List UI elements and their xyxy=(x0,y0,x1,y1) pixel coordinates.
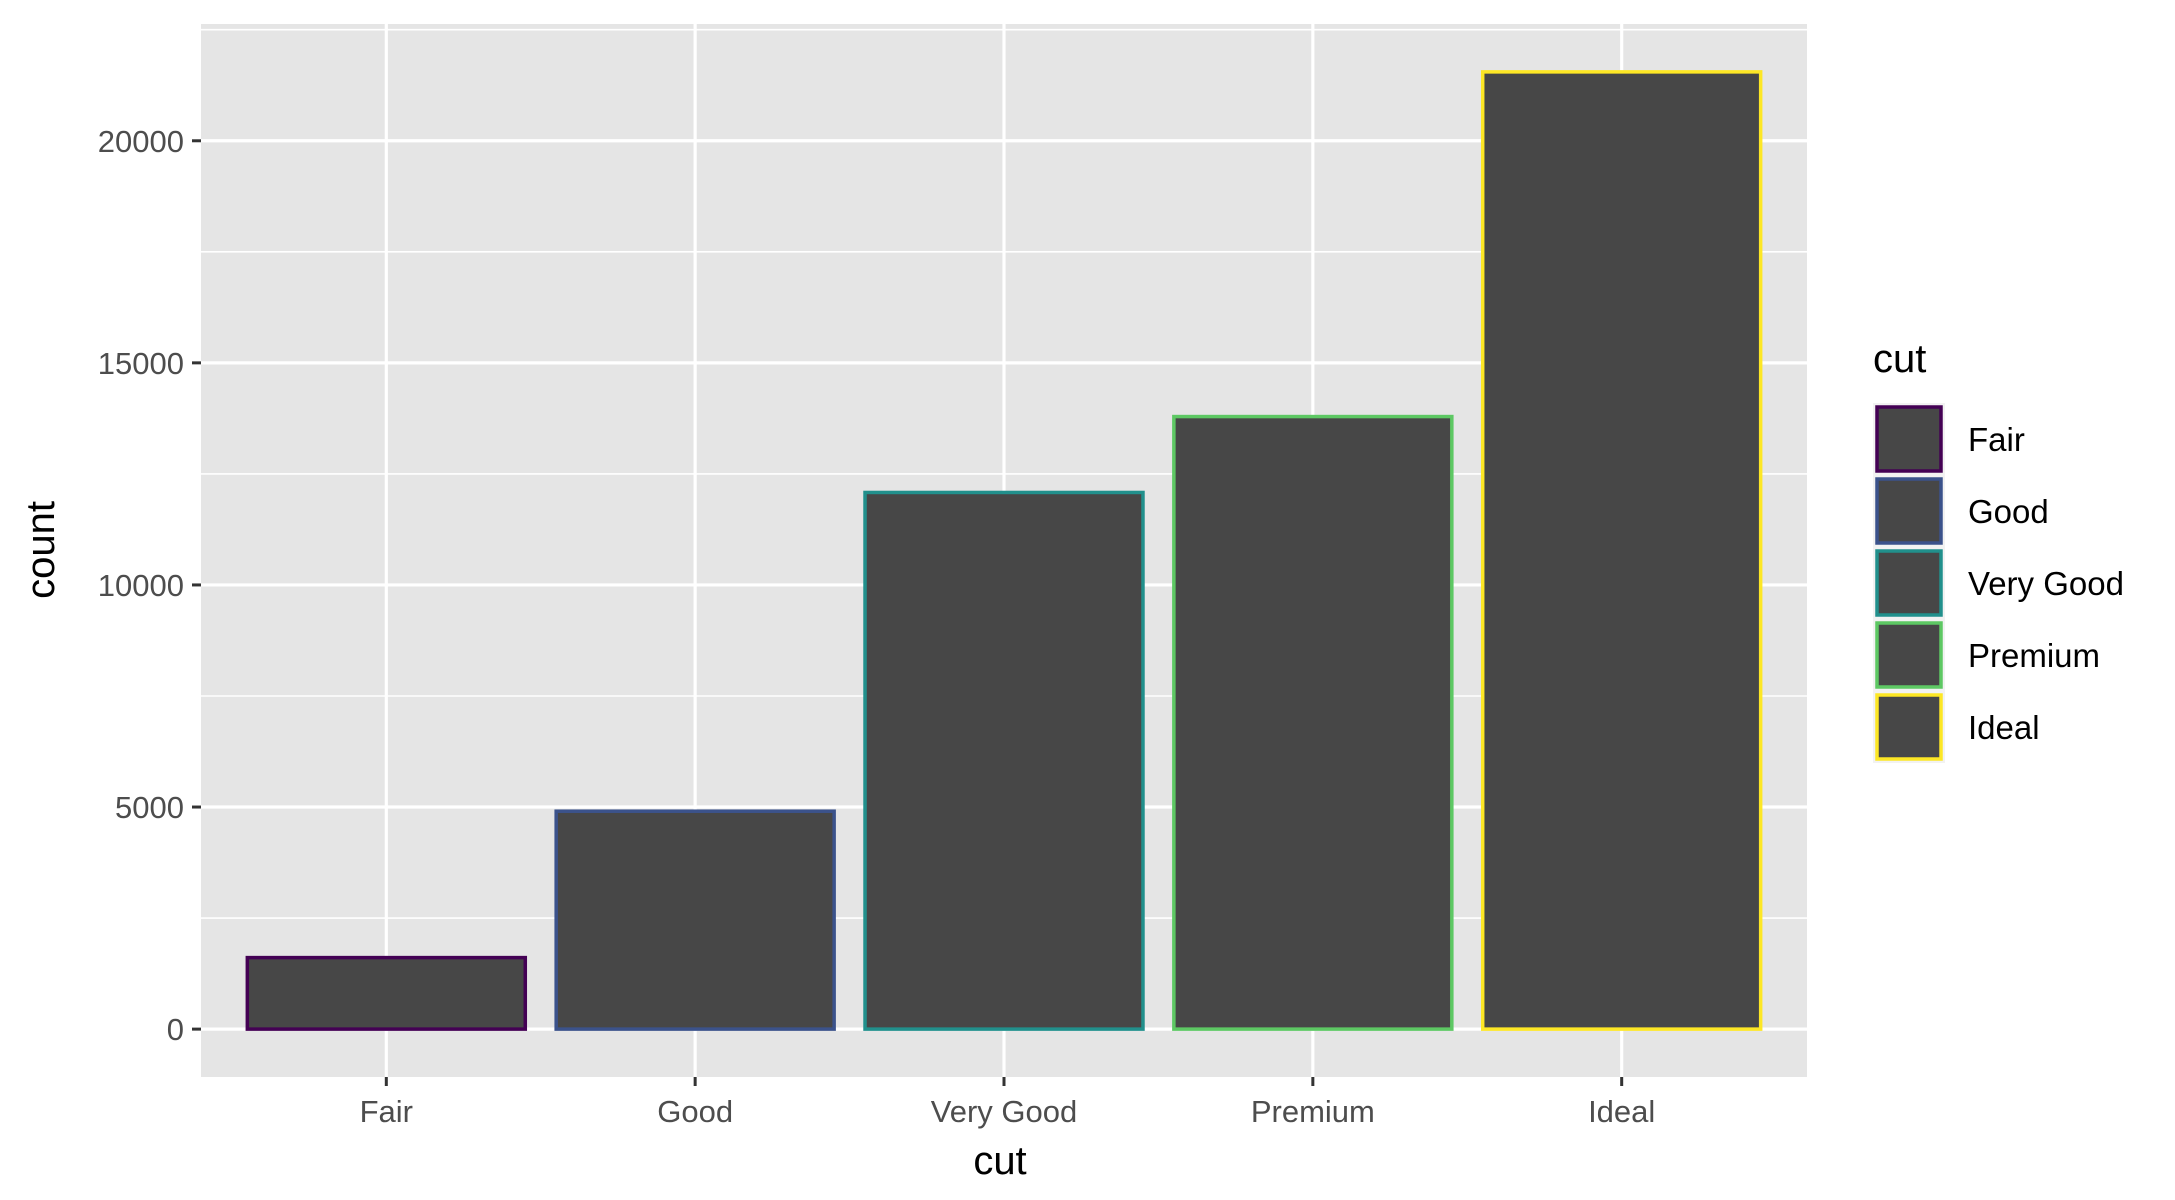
legend-key-swatch xyxy=(1875,621,1943,689)
x-tick-label: Premium xyxy=(1251,1094,1375,1129)
bar-good xyxy=(554,809,836,1031)
legend-key-swatch xyxy=(1875,693,1943,761)
legend-label: Premium xyxy=(1968,637,2100,674)
bar-ideal xyxy=(1480,70,1763,1031)
legend-title: cut xyxy=(1873,337,1926,381)
x-tick-label: Ideal xyxy=(1588,1094,1655,1129)
y-tick-label: 10000 xyxy=(98,568,184,603)
bar-fair xyxy=(245,955,528,1031)
y-tick-label: 5000 xyxy=(115,790,184,825)
legend-key-swatch xyxy=(1875,549,1943,617)
x-axis: Fair Good Very Good Premium Ideal xyxy=(360,1077,1655,1129)
plot-panel xyxy=(201,24,1807,1077)
legend-label: Very Good xyxy=(1968,565,2124,602)
x-tick-label: Very Good xyxy=(931,1094,1077,1129)
y-tick-label: 20000 xyxy=(98,124,184,159)
legend-key-swatch xyxy=(1875,477,1943,545)
legend-label: Fair xyxy=(1968,421,2025,458)
y-tick-label: 0 xyxy=(167,1012,184,1047)
x-tick-label: Good xyxy=(657,1094,733,1129)
legend-key-swatch xyxy=(1875,405,1943,473)
bar-very-good xyxy=(863,490,1145,1031)
y-tick-label: 15000 xyxy=(98,346,184,381)
legend-label: Ideal xyxy=(1968,709,2040,746)
y-axis: 0 5000 10000 15000 20000 xyxy=(98,124,201,1047)
legend-label: Good xyxy=(1968,493,2049,530)
legend: cut Fair Good Very Good Premium Ideal xyxy=(1873,337,2124,763)
x-tick-label: Fair xyxy=(360,1094,413,1129)
y-axis-title: count xyxy=(19,501,63,599)
bar-premium xyxy=(1172,414,1454,1031)
x-axis-title: cut xyxy=(973,1139,1026,1183)
